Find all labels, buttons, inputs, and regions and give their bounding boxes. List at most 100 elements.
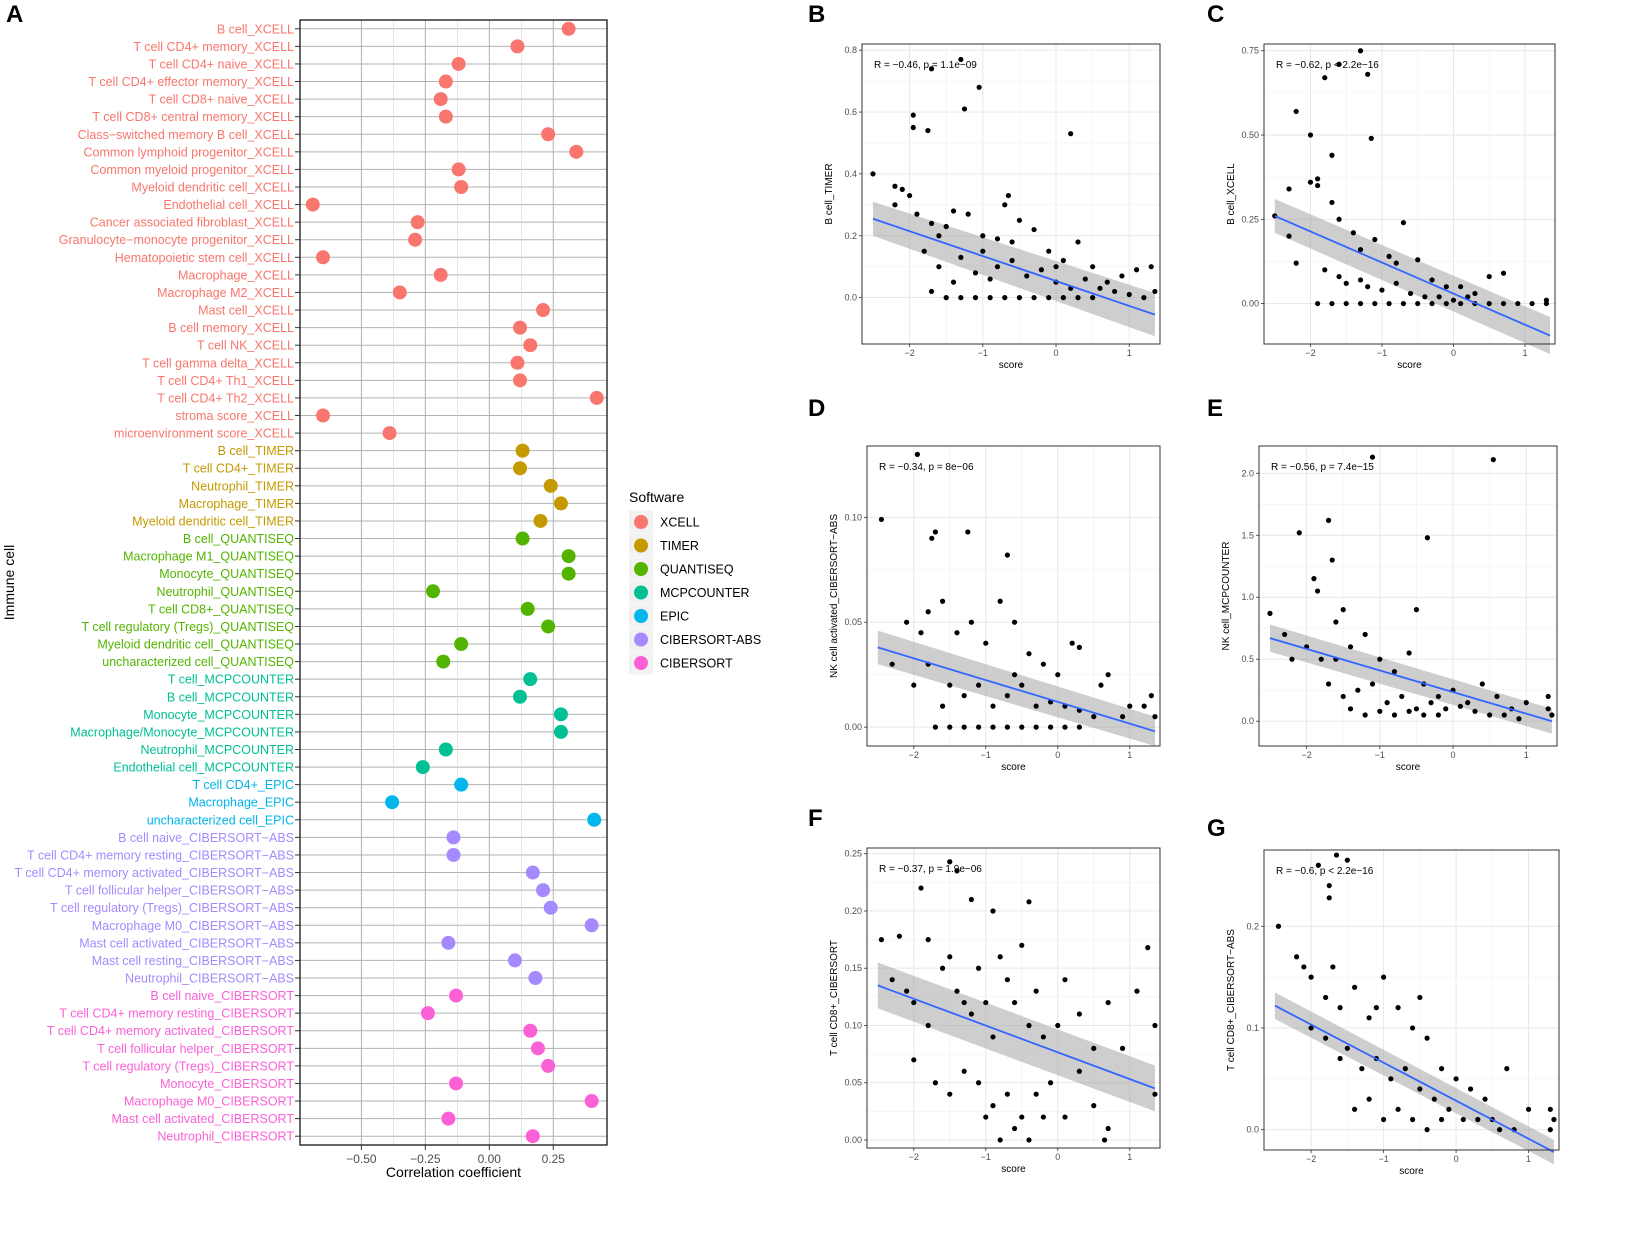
panel-d-point: [939, 598, 946, 604]
panel-d-point: [878, 516, 884, 523]
panel-g-plot-background: [1264, 850, 1559, 1150]
panel-b-correlation-stat: R = −0.46, p = 1.1e−09: [874, 60, 977, 71]
panel-c-x-tick-label: 0: [1451, 348, 1456, 358]
panel-d-point: [1148, 693, 1154, 699]
panel-g-point: [1417, 1086, 1423, 1092]
panel-c-point: [1543, 300, 1550, 307]
panel-g-point: [1326, 882, 1332, 889]
panel-b-point: [958, 56, 964, 63]
panel-f-point: [1019, 1114, 1025, 1120]
panel-b-x-tick-label: 1: [1127, 348, 1132, 358]
panel-a-point: [541, 619, 556, 634]
panel-b-y-tick-label: 0.2: [844, 231, 857, 241]
panel-a-category-label: Myeloid dendritic cell_XCELL: [131, 180, 294, 194]
panel-f-correlation-stat: R = −0.37, p = 1.9e−06: [879, 864, 982, 875]
panel-a-point: [584, 918, 599, 933]
panel-a-category-label: Common myeloid progenitor_XCELL: [90, 163, 294, 177]
panel-d-point: [1055, 672, 1061, 678]
panel-g-point: [1525, 1106, 1532, 1112]
panel-f-points: [878, 859, 1158, 1143]
panel-g-point: [1337, 1055, 1343, 1062]
panel-e-point: [1391, 712, 1398, 718]
panel-a-category-labels: B cell_XCELL T cell CD4+ memory_XCELL T ce…: [15, 22, 300, 1144]
panel-b-point: [961, 106, 968, 112]
panel-a-point: [420, 1006, 435, 1021]
panel-e-point: [1369, 681, 1376, 687]
panel-c-point: [1343, 280, 1349, 286]
panel-e-point: [1435, 693, 1441, 700]
panel-b-point: [1090, 264, 1096, 270]
panel-a-point: [382, 426, 397, 441]
panel-d-point: [965, 529, 971, 535]
panel-f-point: [968, 896, 974, 903]
panel-c-plot-border: [1263, 43, 1556, 345]
panel-c-point: [1368, 135, 1374, 141]
panel-g-x-axis-title: score: [1399, 1166, 1424, 1177]
panel-b-point: [928, 220, 935, 226]
panel-b: B −2 −1 0 1 0.0 0.2 0.4 0.6 0.8 score B cell_TIMER R…: [808, 1, 1161, 371]
panel-c-point: [1293, 260, 1299, 266]
panel-e-point: [1406, 650, 1412, 656]
legend-label: TIMER: [660, 539, 699, 553]
panel-f-point: [889, 977, 895, 983]
panel-a-category-label: Macrophage_EPIC: [188, 796, 294, 810]
panel-e-point: [1443, 706, 1449, 712]
panel-f-point: [975, 965, 982, 971]
panel-c-x-axis-title: score: [1397, 360, 1422, 371]
panel-b-plot-border: [861, 43, 1161, 345]
panel-f-point: [932, 1080, 938, 1086]
panel-a-point: [515, 443, 530, 458]
panel-a-x-tick-label: −0.25: [410, 1152, 441, 1166]
panel-f-point: [925, 937, 931, 943]
legend-key: [634, 609, 648, 623]
panel-a-category-label: T cell CD4+ memory activated_CIBERSORT: [47, 1024, 295, 1038]
panel-g-x-tick-label: 0: [1454, 1154, 1459, 1164]
panel-e-ticks: −2 −1 0 1 0.0 0.5 1.0 1.5 2.0: [1241, 468, 1528, 760]
panel-e-point: [1325, 681, 1332, 687]
panel-e-x-tick-label: −2: [1301, 750, 1311, 760]
panel-a-category-label: Neutrophil_TIMER: [191, 479, 294, 493]
panel-b-letter: B: [808, 1, 825, 28]
panel-e-point: [1516, 716, 1522, 722]
legend-label: MCPCOUNTER: [660, 586, 750, 600]
panel-c-point: [1486, 273, 1492, 280]
panel-d-point: [1019, 682, 1025, 688]
panel-g-point: [1547, 1106, 1553, 1112]
panel-d-y-tick-label: 0.10: [844, 512, 862, 522]
panel-a-points: [305, 21, 604, 1144]
panel-d-point: [1004, 552, 1010, 558]
panel-a-point: [433, 92, 448, 107]
panel-b-point: [928, 66, 935, 72]
legend-title: Software: [629, 489, 684, 505]
panel-e-point: [1362, 631, 1368, 638]
panel-b-y-tick-label: 0.8: [844, 45, 857, 55]
panel-g-correlation-stat: R = −0.6, p < 2.2e−16: [1276, 866, 1374, 877]
panel-a-x-ticks: −0.50 −0.25 0.00 0.25: [346, 1145, 565, 1166]
panel-e-point: [1347, 706, 1354, 712]
panel-d-point: [1127, 703, 1133, 709]
panel-a-category-label: T cell CD4+ effector memory_XCELL: [88, 75, 294, 89]
panel-d-point: [954, 630, 960, 636]
panel-b-point: [1046, 295, 1052, 301]
panel-e-point: [1457, 703, 1463, 709]
panel-a-point: [454, 637, 469, 652]
panel-e-point: [1318, 656, 1324, 662]
legend-key: [634, 562, 648, 576]
panel-c-point: [1357, 247, 1364, 253]
panel-b-point: [1112, 288, 1118, 295]
panel-d-point: [997, 598, 1003, 604]
legend-key: [634, 656, 648, 670]
panel-f-point: [1011, 1125, 1018, 1132]
panel-f-y-tick-label: 0.00: [844, 1135, 862, 1145]
panel-b-ticks: −2 −1 0 1 0.0 0.2 0.4 0.6 0.8: [844, 45, 1131, 358]
panel-g-point: [1504, 1066, 1510, 1072]
panel-f-point: [1062, 1114, 1068, 1120]
panel-c-points: [1272, 48, 1550, 307]
panel-e-point: [1384, 700, 1390, 706]
panel-a-category-label: T cell_MCPCOUNTER: [168, 673, 294, 687]
panel-e-y-tick-label: 0.5: [1241, 654, 1254, 664]
panel-e-point: [1340, 693, 1346, 700]
panel-c-point: [1315, 176, 1321, 182]
panel-g-plot-border: [1263, 849, 1560, 1151]
panel-b-point: [1133, 267, 1140, 273]
